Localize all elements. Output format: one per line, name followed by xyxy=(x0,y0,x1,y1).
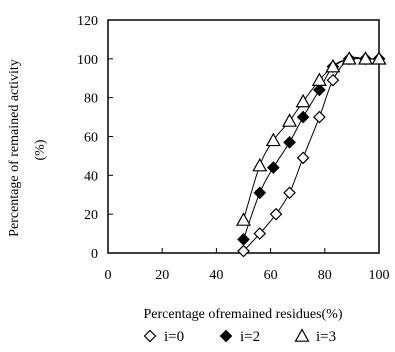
y-tick-label: 80 xyxy=(84,92,98,107)
y-tick-label: 40 xyxy=(84,169,98,184)
legend-marker xyxy=(219,329,233,343)
data-point xyxy=(266,161,280,174)
data-point xyxy=(283,186,296,200)
data-point xyxy=(265,132,281,147)
data-point xyxy=(235,212,252,226)
series-i=0 xyxy=(237,52,386,258)
y-tick-label: 0 xyxy=(91,247,98,262)
data-point xyxy=(237,244,250,258)
data-point xyxy=(252,157,268,172)
data-point xyxy=(296,151,310,165)
y-tick-label: 120 xyxy=(77,14,98,29)
data-point xyxy=(313,83,326,97)
x-tick-label: 80 xyxy=(318,268,332,283)
axis-ticks: 0 20 40 60 80 100 120 0 20 40 60 80 100 xyxy=(77,14,390,283)
data-point xyxy=(237,233,250,246)
data-point xyxy=(313,110,326,124)
y-axis-title: Percentage of remained activity (%) xyxy=(7,59,48,237)
data-point xyxy=(325,58,341,73)
data-point xyxy=(283,135,296,149)
data-point xyxy=(357,51,373,65)
x-tick-label: 40 xyxy=(209,268,223,283)
data-point xyxy=(295,93,311,108)
data-point xyxy=(311,72,327,86)
y-tick-label: 100 xyxy=(77,53,98,68)
series-layer xyxy=(235,51,387,258)
data-point xyxy=(371,51,387,65)
y-tick-label: 60 xyxy=(84,131,98,146)
legend-marker xyxy=(143,329,157,343)
legend-label: i=3 xyxy=(316,329,336,345)
legend: i=0 i=2 i=3 xyxy=(143,328,336,345)
series-i=2 xyxy=(237,52,386,246)
series-i=3 xyxy=(235,51,387,226)
y-axis-label-line2: (%) xyxy=(33,139,48,160)
legend-label: i=0 xyxy=(164,329,184,345)
data-point xyxy=(326,73,340,87)
series-line xyxy=(243,57,379,221)
data-point xyxy=(269,207,283,221)
legend-marker xyxy=(294,328,310,342)
x-axis-label: Percentage ofremained residues(%) xyxy=(143,307,342,322)
data-point xyxy=(253,227,267,240)
x-tick-label: 0 xyxy=(105,268,112,283)
series-line xyxy=(243,57,379,240)
data-point xyxy=(253,186,267,200)
x-tick-label: 60 xyxy=(264,268,278,283)
data-point xyxy=(296,110,310,124)
data-point xyxy=(341,51,357,65)
legend-label: i=2 xyxy=(240,329,260,345)
x-tick-label: 100 xyxy=(369,268,390,283)
x-tick-label: 20 xyxy=(155,268,169,283)
data-point xyxy=(282,113,298,127)
series-line xyxy=(243,56,379,252)
y-axis-label-line1: Percentage of remained activity xyxy=(7,59,22,237)
y-tick-label: 20 xyxy=(84,208,98,223)
